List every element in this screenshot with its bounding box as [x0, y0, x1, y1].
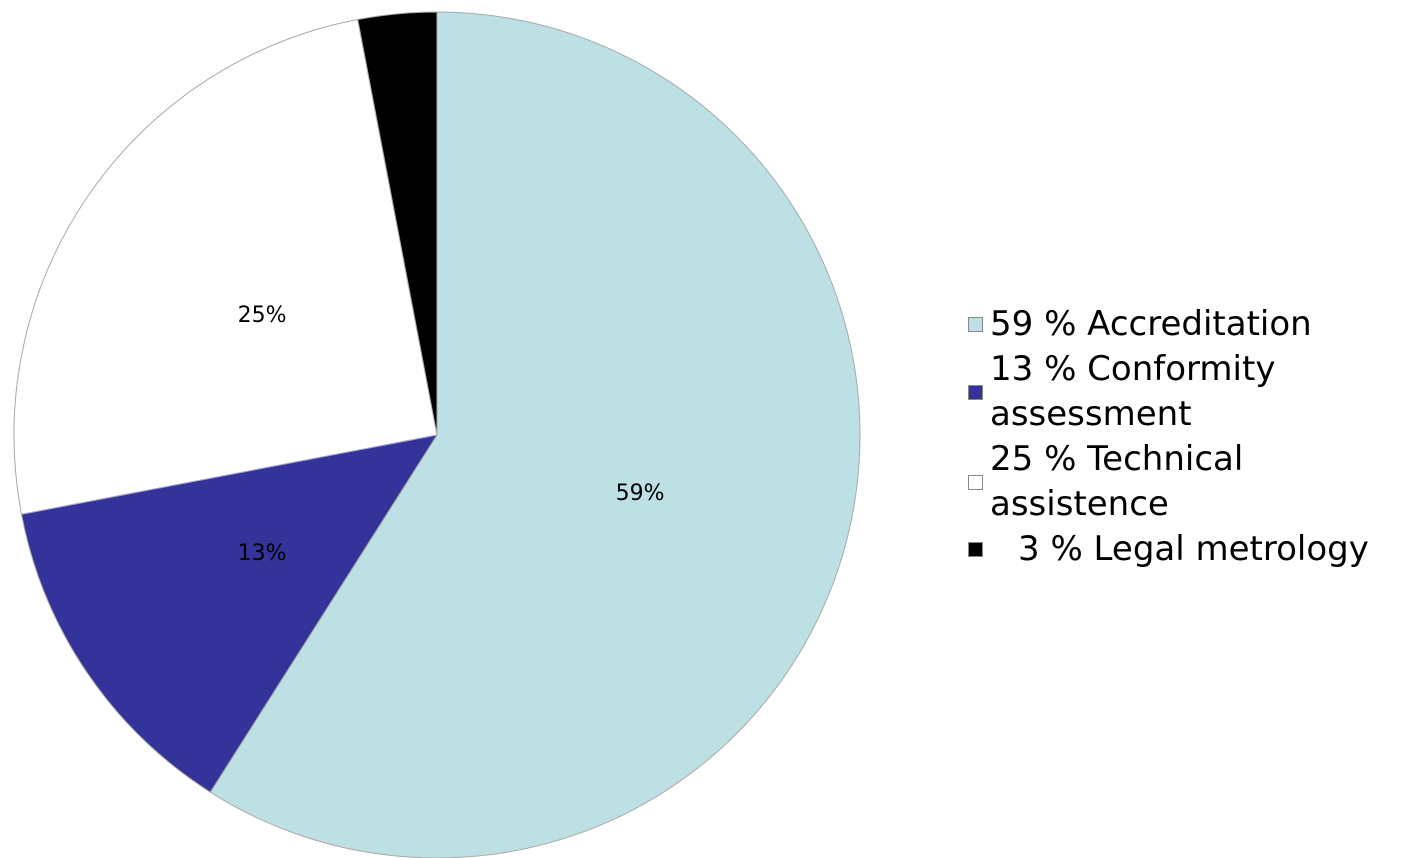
- legend-label-legal-metrology: 3 % Legal metrology: [1018, 529, 1369, 569]
- legend-item-conformity-assessment: 13 % Conformity assessment: [968, 347, 1408, 437]
- legend-swatch-conformity-assessment: [968, 384, 983, 400]
- slice-label-technical-assistence: 25%: [238, 303, 287, 328]
- pie-slice-technical-assistence: [13, 18, 438, 515]
- legend-swatch-legal-metrology: [968, 542, 983, 557]
- slice-label-accreditation: 59%: [616, 481, 665, 506]
- legend-item-technical-assistence: 25 % Technical assistence: [968, 437, 1408, 527]
- legend-swatch-accreditation: [968, 317, 983, 332]
- pie-slice-legal-metrology: [357, 11, 438, 436]
- legend-label-technical-assistence: 25 % Technical assistence: [990, 439, 1244, 524]
- legend-label-conformity-assessment: 13 % Conformity assessment: [990, 349, 1276, 434]
- pie-slice-conformity-assessment: [20, 434, 439, 793]
- legend-item-accreditation: 59 % Accreditation: [968, 302, 1408, 347]
- legend-label-accreditation: 59 % Accreditation: [990, 304, 1312, 344]
- pie-plot-area: 59% 13% 25%: [13, 11, 861, 858]
- chart-legend: 59 % Accreditation 13 % Conformity asses…: [968, 302, 1408, 572]
- legend-swatch-technical-assistence: [968, 474, 983, 490]
- slice-label-conformity-assessment: 13%: [238, 541, 287, 566]
- legend-item-legal-metrology: 3 % Legal metrology: [968, 527, 1408, 572]
